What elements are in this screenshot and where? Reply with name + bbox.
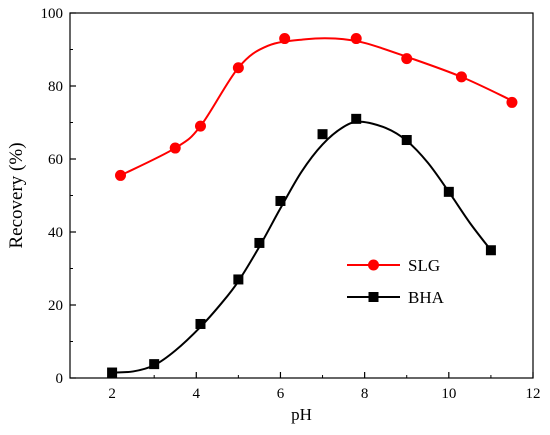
legend-label-slg: SLG <box>408 256 440 275</box>
data-point-slg <box>194 120 206 132</box>
series-line-slg <box>120 37 513 177</box>
legend: SLG BHA <box>347 256 445 307</box>
x-axis-label: pH <box>291 405 312 424</box>
x-tick-label: 8 <box>361 386 369 402</box>
data-point-bha <box>233 274 244 285</box>
y-tick-label: 60 <box>48 152 63 168</box>
data-point-bha <box>107 367 118 378</box>
ticks-layer: 2 4 6 8 10 12 0 20 40 60 80 100 <box>41 6 541 402</box>
x-tick-label: 4 <box>193 386 201 402</box>
data-point-slg <box>350 33 362 45</box>
data-point-slg <box>506 96 518 108</box>
y-axis-label: Recovery (%) <box>6 142 27 248</box>
x-tick-label: 12 <box>526 386 541 402</box>
series-layer <box>107 33 518 378</box>
data-point-bha <box>275 195 286 206</box>
plot-frame <box>69 12 534 379</box>
data-point-bha <box>317 129 328 140</box>
y-tick-label: 0 <box>56 371 64 387</box>
data-point-slg <box>401 53 413 65</box>
data-point-slg <box>279 33 291 45</box>
y-tick-label: 20 <box>48 298 63 314</box>
x-tick-label: 2 <box>108 386 116 402</box>
x-tick-label: 6 <box>277 386 285 402</box>
data-point-slg <box>169 142 181 154</box>
data-point-slg <box>455 71 467 83</box>
legend-marker-bha <box>368 292 379 302</box>
data-point-bha <box>195 318 206 329</box>
y-tick-label: 40 <box>48 225 63 241</box>
legend-label-bha: BHA <box>408 288 445 307</box>
y-tick-label: 80 <box>48 79 63 95</box>
data-point-bha <box>401 135 412 146</box>
data-point-slg <box>115 169 127 181</box>
series-line-bha <box>112 120 492 374</box>
data-point-bha <box>443 186 454 197</box>
x-tick-label: 10 <box>441 386 456 402</box>
y-tick-label: 100 <box>41 6 64 22</box>
data-point-bha <box>351 113 362 124</box>
data-point-slg <box>232 62 244 74</box>
legend-marker-slg <box>368 259 379 271</box>
data-point-bha <box>254 237 265 248</box>
data-point-bha <box>149 359 160 370</box>
data-point-bha <box>485 245 496 256</box>
